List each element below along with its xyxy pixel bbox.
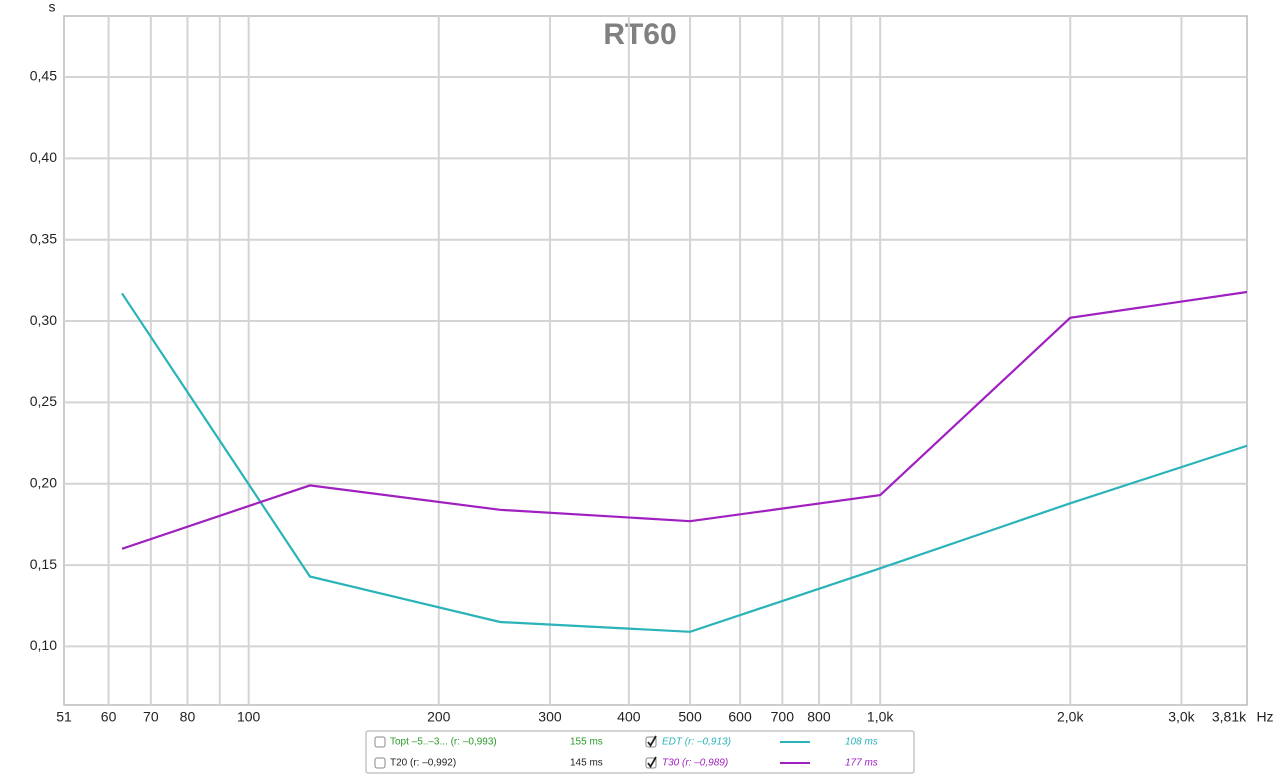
series-line <box>121 292 1247 633</box>
x-tick-label: 600 <box>728 709 752 725</box>
grid <box>64 16 1247 705</box>
x-tick-label: 51 <box>56 709 72 725</box>
y-tick-label: 0,15 <box>30 556 57 572</box>
y-tick-label: 0,20 <box>30 474 57 490</box>
y-axis-label: s <box>49 0 56 15</box>
series-line <box>121 290 1247 550</box>
x-tick-label: 100 <box>237 709 261 725</box>
x-tick-label: 300 <box>538 709 562 725</box>
legend <box>365 730 915 774</box>
legend-label: Topt –5..–3... (r: –0,993) <box>390 737 497 748</box>
x-tick-label: 3,0k <box>1168 709 1195 725</box>
legend-label: EDT (r: –0,913) <box>662 737 731 748</box>
x-tick-label: 700 <box>771 709 795 725</box>
plot-area <box>63 15 1248 706</box>
x-tick-label: 2,0k <box>1057 709 1084 725</box>
x-tick-label: 500 <box>678 709 702 725</box>
y-tick-label: 0,25 <box>30 393 57 409</box>
x-tick-label: 60 <box>101 709 117 725</box>
legend-summary: 145 ms <box>570 758 603 769</box>
legend-label: T30 (r: –0,989) <box>662 758 728 769</box>
x-tick-label: 200 <box>427 709 451 725</box>
checkmark <box>647 735 657 748</box>
checkbox[interactable] <box>374 736 386 748</box>
x-tick-label: 70 <box>143 709 159 725</box>
y-tick-label: 0,30 <box>30 312 57 328</box>
y-tick-label: 0,10 <box>30 637 57 653</box>
x-tick-label: 800 <box>807 709 831 725</box>
x-axis-unit: Hz <box>1256 709 1273 725</box>
y-tick-label: 0,40 <box>30 149 57 165</box>
x-tick-label: 3,81k <box>1212 709 1247 725</box>
y-tick-label: 0,45 <box>30 68 57 84</box>
checkmark <box>647 756 657 769</box>
x-tick-label: 1,0k <box>867 709 894 725</box>
chart-title: RT60 <box>603 18 676 51</box>
legend-summary: 108 ms <box>845 737 878 748</box>
x-tick-label: 80 <box>180 709 196 725</box>
legend-summary: 155 ms <box>570 737 603 748</box>
checkbox[interactable] <box>374 757 386 769</box>
y-tick-label: 0,35 <box>30 230 57 246</box>
x-tick-label: 400 <box>617 709 641 725</box>
legend-summary: 177 ms <box>845 758 878 769</box>
legend-label: T20 (r: –0,992) <box>390 758 456 769</box>
